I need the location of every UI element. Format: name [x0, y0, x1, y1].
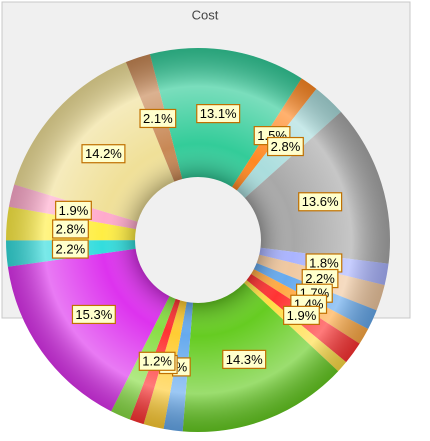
data-label: 2.2% — [51, 239, 89, 259]
data-label: 1.2% — [138, 351, 176, 371]
label-text: 2.8% — [271, 139, 301, 154]
data-label: 2.8% — [267, 136, 304, 157]
label-box — [81, 144, 126, 164]
label-text: 14.2% — [85, 146, 122, 161]
label-text: 13.1% — [200, 106, 237, 121]
label-text: 1.8% — [309, 255, 339, 270]
label-box — [52, 219, 89, 239]
label-text: % — [176, 359, 188, 374]
label-box — [196, 104, 241, 124]
label-box — [55, 200, 92, 220]
label-box — [267, 136, 304, 157]
data-label: 2.1% — [139, 108, 177, 129]
label-box — [283, 305, 320, 325]
data-label: 15.3% — [71, 304, 116, 325]
label-box — [298, 192, 343, 212]
label-text: 13.6% — [302, 194, 339, 209]
label-box — [71, 304, 116, 325]
label-text: 1.9% — [59, 203, 89, 218]
label-box — [138, 351, 176, 371]
data-label: 13.1% — [196, 104, 241, 124]
label-text: 2.2% — [305, 271, 335, 286]
chart-title: Cost — [192, 7, 219, 22]
label-box — [51, 239, 89, 259]
labels: 13.1%1.5%2.8%13.6%1.8%2.2%1.7%1.4%1.9%14… — [51, 104, 343, 377]
data-label: 1.9% — [283, 305, 320, 325]
data-label: 1.9% — [55, 200, 92, 220]
label-text: 15.3% — [75, 307, 112, 322]
label-text: 1.2% — [142, 354, 172, 369]
data-label: 13.6% — [298, 192, 343, 212]
label-text: 2.1% — [143, 111, 173, 126]
label-box — [139, 108, 177, 129]
label-box — [222, 349, 267, 369]
label-text: 1.9% — [287, 308, 317, 323]
data-label: 2.2% — [301, 268, 339, 289]
label-text: 14.3% — [226, 352, 263, 367]
label-text: 2.2% — [56, 242, 86, 257]
data-label: 14.2% — [81, 144, 126, 164]
label-text: 2.8% — [56, 221, 86, 236]
data-label: 2.8% — [52, 219, 89, 239]
data-label: 1.8% — [305, 253, 343, 273]
data-label: 14.3% — [222, 349, 267, 369]
